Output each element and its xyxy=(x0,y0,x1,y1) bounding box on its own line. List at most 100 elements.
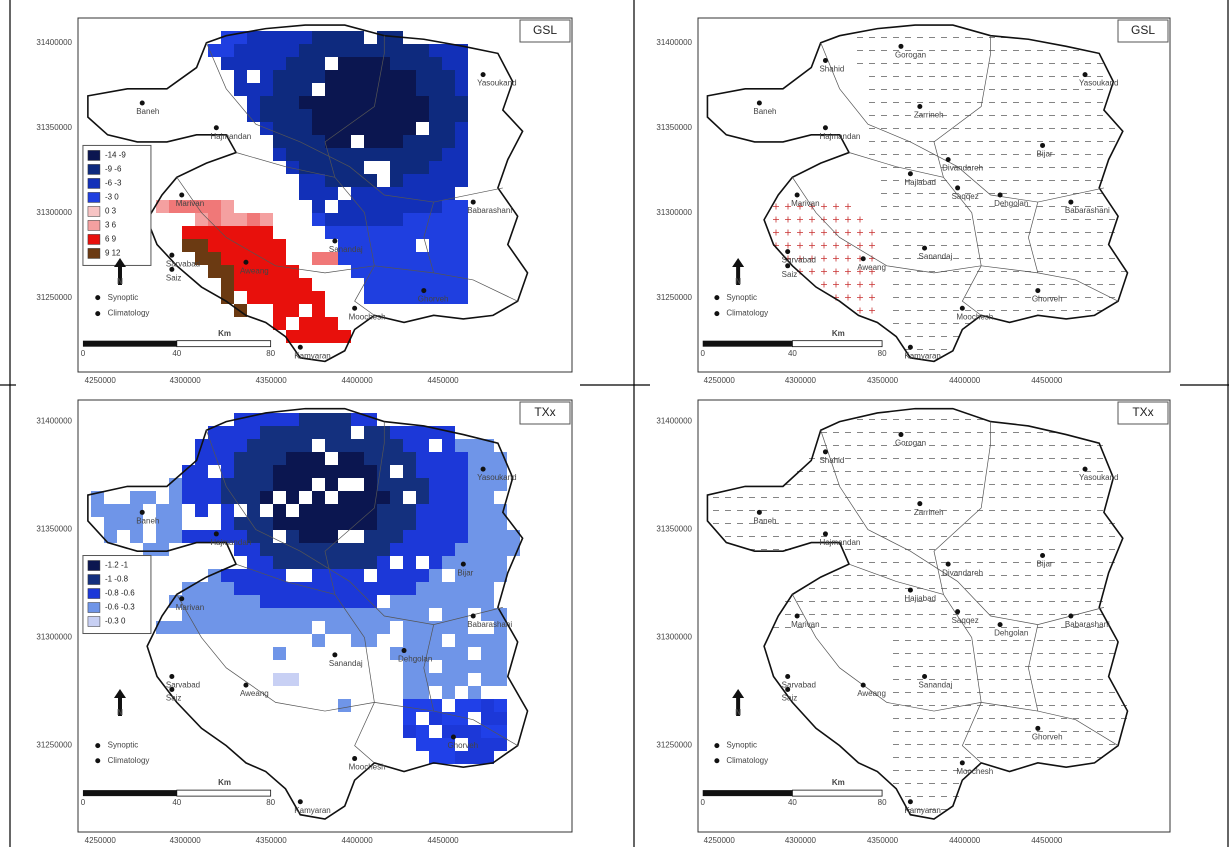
grid-cell xyxy=(247,83,260,96)
city-dot xyxy=(757,510,762,515)
grid-cell xyxy=(286,452,299,465)
panel-label: TXx xyxy=(1132,405,1153,419)
grid-cell xyxy=(416,226,429,239)
grid-cell xyxy=(273,148,286,161)
grid-cell xyxy=(338,109,351,122)
grid-cell xyxy=(416,504,429,517)
city-dot xyxy=(1068,614,1073,619)
grid-cell xyxy=(455,161,468,174)
grid-cell xyxy=(286,556,299,569)
grid-cell xyxy=(325,608,338,621)
grid-cell xyxy=(221,439,234,452)
grid-cell xyxy=(338,517,351,530)
grid-cell xyxy=(377,200,390,213)
grid-cell xyxy=(299,608,312,621)
grid-cell xyxy=(442,44,455,57)
city-dot xyxy=(908,799,913,804)
grid-cell xyxy=(221,608,234,621)
city-dot xyxy=(352,306,357,311)
grid-cell xyxy=(455,699,468,712)
grid-cell xyxy=(351,465,364,478)
city-name: Babarashani xyxy=(1065,620,1110,629)
y-coordinate-label: 31250000 xyxy=(36,741,72,750)
grid-cell xyxy=(468,530,481,543)
city-dot xyxy=(471,614,476,619)
grid-cell xyxy=(286,304,299,317)
x-coordinate-label: 4450000 xyxy=(1031,836,1063,845)
grid-cell xyxy=(312,252,325,265)
grid-cell xyxy=(338,148,351,161)
panel-label: GSL xyxy=(1131,23,1155,37)
grid-cell xyxy=(403,83,416,96)
grid-cell xyxy=(260,226,273,239)
grid-cell xyxy=(169,491,182,504)
grid-cell xyxy=(260,517,273,530)
grid-cell xyxy=(338,452,351,465)
grid-cell xyxy=(377,452,390,465)
grid-cell xyxy=(429,517,442,530)
grid-cell xyxy=(455,226,468,239)
grid-cell xyxy=(234,213,247,226)
grid-cell xyxy=(247,252,260,265)
grid-cell xyxy=(494,517,507,530)
station-label: Synoptic xyxy=(108,293,139,302)
grid-cell xyxy=(286,122,299,135)
grid-cell xyxy=(455,291,468,304)
city-name: Hajiabad xyxy=(904,178,936,187)
city-name: Ghorveh xyxy=(447,741,478,750)
grid-cell xyxy=(312,491,325,504)
grid-cell xyxy=(364,543,377,556)
grid-cell xyxy=(364,70,377,83)
y-coordinate-label: 31350000 xyxy=(656,123,692,132)
grid-cell xyxy=(286,478,299,491)
city-name: Moochesh xyxy=(349,763,386,772)
grid-cell xyxy=(234,608,247,621)
grid-cell xyxy=(312,608,325,621)
grid-cell xyxy=(234,83,247,96)
city-name: Baneh xyxy=(753,516,776,525)
grid-cell xyxy=(429,673,442,686)
grid-cell xyxy=(312,57,325,70)
city-dot xyxy=(785,687,790,692)
grid-cell xyxy=(364,187,377,200)
city-name: Hajmandan xyxy=(210,538,251,547)
city-dot xyxy=(1040,143,1045,148)
grid-cell xyxy=(468,582,481,595)
grid-cell xyxy=(247,569,260,582)
scale-bar-black xyxy=(83,341,177,347)
grid-cell xyxy=(442,452,455,465)
grid-cell xyxy=(403,439,416,452)
grid-cell xyxy=(455,439,468,452)
grid-cell xyxy=(351,148,364,161)
grid-cell xyxy=(221,200,234,213)
grid-cell xyxy=(104,504,117,517)
grid-cell xyxy=(364,582,377,595)
grid-cell xyxy=(338,465,351,478)
grid-cell xyxy=(247,44,260,57)
grid-cell xyxy=(377,96,390,109)
grid-cell xyxy=(299,187,312,200)
grid-cell xyxy=(494,712,507,725)
grid-cell xyxy=(416,174,429,187)
grid-cell xyxy=(416,109,429,122)
city-dot xyxy=(169,267,174,272)
grid-cell xyxy=(273,304,286,317)
grid-cell xyxy=(429,712,442,725)
legend-label: 6 9 xyxy=(105,235,117,244)
city-name: Shahid xyxy=(819,65,844,74)
city-name: Moochesh xyxy=(956,767,993,776)
grid-cell xyxy=(364,517,377,530)
city-name: Dehgolan xyxy=(994,629,1028,638)
grid-cell xyxy=(481,530,494,543)
grid-cell xyxy=(455,200,468,213)
city-dot xyxy=(922,246,927,251)
grid-cell xyxy=(208,200,221,213)
grid-cell xyxy=(390,200,403,213)
city-dot xyxy=(332,652,337,657)
grid-cell xyxy=(429,239,442,252)
grid-cell xyxy=(481,569,494,582)
grid-cell xyxy=(481,647,494,660)
grid-cell xyxy=(364,135,377,148)
grid-cell xyxy=(403,582,416,595)
station-symbol xyxy=(95,758,100,763)
